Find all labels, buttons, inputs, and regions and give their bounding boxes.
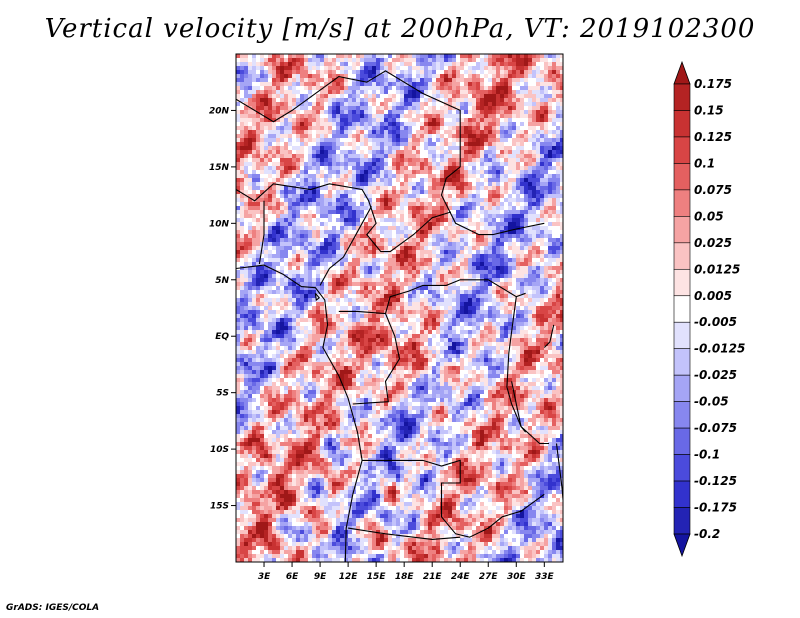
colorbar: 0.175 0.15 0.125 0.1 0.075 0.05 0.025 0.0125 0.0…	[673, 60, 745, 558]
colorbar-bin	[673, 348, 691, 376]
x-tick-label: 6E	[286, 572, 299, 582]
colorbar-label: 0.15	[694, 103, 724, 117]
island-bioko	[314, 292, 320, 302]
colorbar-arrow-bottom	[673, 533, 691, 558]
colorbar-bin	[673, 136, 691, 164]
x-tick-label: 30E	[507, 572, 527, 582]
y-tick-label: 5N	[215, 276, 229, 286]
x-tick-label: 24E	[451, 572, 471, 582]
colorbar-label: 0.175	[694, 77, 732, 91]
x-axis: 3E 6E 9E 12E 15E 18E 21E 24E 27E 30E 33E	[258, 562, 555, 582]
map-frame	[235, 53, 564, 563]
colorbar-arrow-top	[673, 60, 691, 85]
border-congo	[352, 313, 401, 405]
colorbar-label: -0.1	[694, 448, 720, 462]
border-chad	[236, 183, 452, 253]
x-tick-label: 3E	[258, 572, 271, 582]
border-car-drc	[338, 279, 526, 315]
colorbar-bin	[673, 480, 691, 508]
colorbar-label: -0.2	[694, 527, 720, 541]
y-tick-label: 10S	[210, 445, 229, 455]
y-tick-label: 10N	[209, 219, 230, 229]
colorbar-bin	[673, 507, 691, 535]
colorbar-bin	[673, 242, 691, 270]
x-tick-label: 21E	[423, 572, 443, 582]
y-tick-label: 15S	[210, 502, 229, 512]
y-axis: 20N 15N 10N 5N EQ 5S 10S 15S	[209, 106, 236, 512]
colorbar-label: -0.175	[694, 501, 737, 515]
map-field	[236, 54, 563, 562]
lake-tanganyika	[511, 381, 527, 433]
x-tick-label: 18E	[395, 572, 415, 582]
colorbar-label: -0.05	[694, 395, 729, 409]
colorbar-bin	[673, 454, 691, 482]
colorbar-bin	[673, 110, 691, 138]
colorbar-label: 0.0125	[694, 262, 740, 276]
colorbar-label: -0.125	[694, 474, 737, 488]
colorbar-label: -0.025	[694, 368, 737, 382]
border-cameroon	[319, 206, 372, 286]
colorbar-label: -0.0125	[694, 342, 745, 356]
x-tick-label: 15E	[367, 572, 387, 582]
colorbar-bin	[673, 216, 691, 244]
colorbar-bin	[673, 401, 691, 429]
colorbar-label: -0.075	[694, 421, 737, 435]
x-tick-label: 9E	[314, 572, 327, 582]
lake-victoria	[543, 324, 555, 348]
credit-label: GrADS: IGES/COLA	[6, 603, 100, 613]
colorbar-bin	[673, 295, 691, 323]
border-drc-east	[506, 296, 549, 445]
chart-title: Vertical velocity [m/s] at 200hPa, VT: 2…	[44, 14, 756, 44]
colorbar-label: 0.075	[694, 183, 732, 197]
coastline-west	[236, 264, 363, 562]
y-tick-label: 15N	[209, 163, 230, 173]
border-sahel	[236, 70, 545, 236]
border-angola-zambia	[362, 459, 545, 538]
colorbar-label: -0.005	[694, 315, 737, 329]
colorbar-bin	[673, 374, 691, 402]
colorbar-label: 0.05	[694, 209, 724, 223]
colorbar-bin	[673, 321, 691, 350]
colorbar-label: 0.025	[694, 236, 732, 250]
x-tick-label: 27E	[479, 572, 499, 582]
y-tick-label: 20N	[209, 106, 230, 116]
x-tick-label: 33E	[535, 572, 555, 582]
border-namibia	[348, 527, 461, 540]
border-benin	[258, 200, 265, 265]
colorbar-label: 0.1	[694, 156, 715, 170]
colorbar-bin	[673, 427, 691, 455]
y-tick-label: 5S	[216, 389, 229, 399]
coastlines	[236, 70, 563, 562]
y-tick-label: EQ	[215, 332, 229, 342]
x-tick-label: 12E	[339, 572, 359, 582]
colorbar-bin	[673, 268, 691, 297]
colorbar-label: 0.005	[694, 289, 732, 303]
colorbar-bin	[673, 163, 691, 191]
colorbar-bin	[673, 189, 691, 217]
colorbar-bin	[673, 83, 691, 111]
colorbar-label: 0.125	[694, 130, 732, 144]
